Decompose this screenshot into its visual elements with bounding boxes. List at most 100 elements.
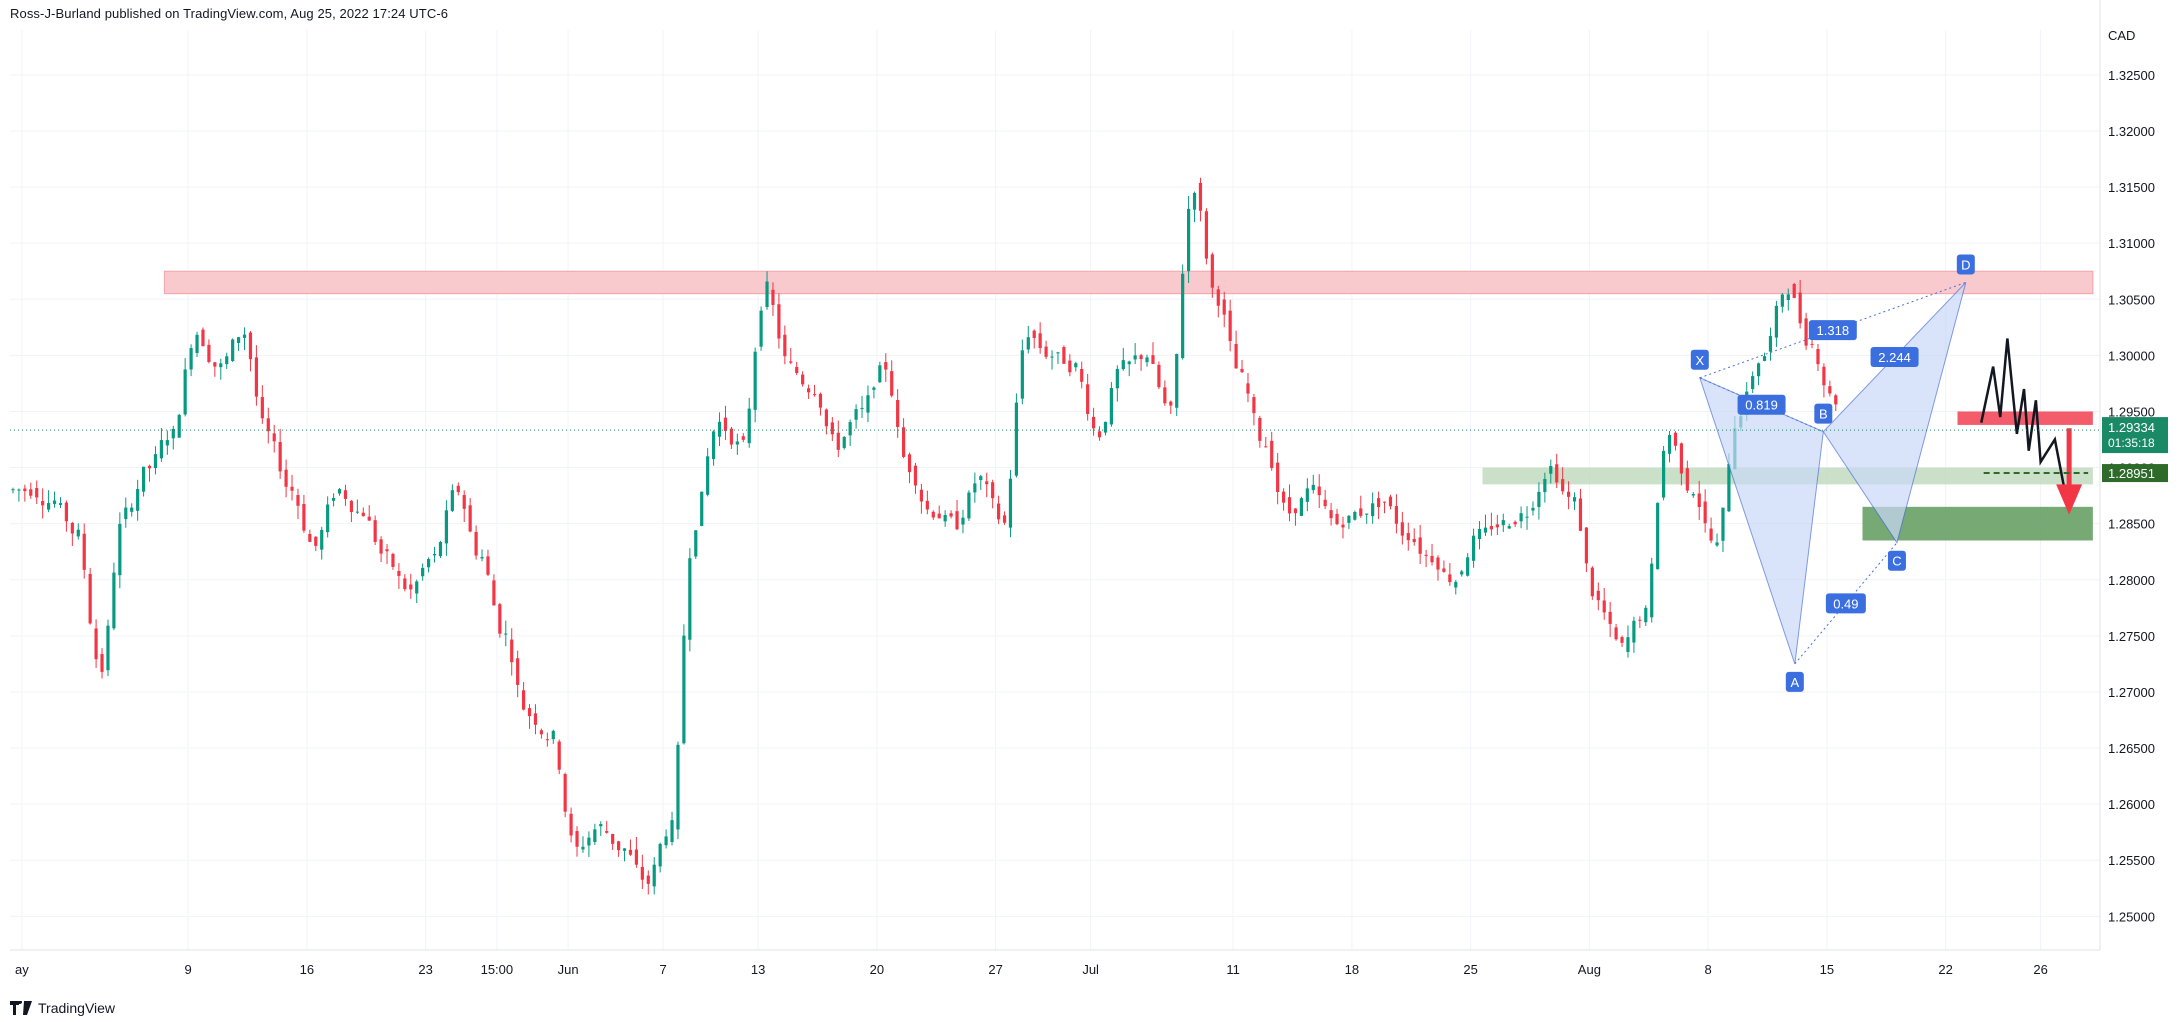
candle-body (1062, 347, 1066, 364)
candle-body (688, 558, 692, 640)
point-label-D-bg (1956, 254, 1975, 275)
candle (266, 407, 270, 444)
candle-body (1014, 402, 1019, 476)
candle (1335, 508, 1339, 526)
candle (1270, 431, 1274, 471)
candle-body (1477, 528, 1482, 540)
candle-body (658, 843, 662, 867)
candle-body (64, 502, 69, 522)
candle (1519, 506, 1523, 529)
candle (1460, 569, 1464, 577)
candle-body (1756, 363, 1761, 377)
candle (1721, 507, 1725, 553)
candle (1157, 361, 1161, 390)
ratio-label-xd-bg (1808, 320, 1857, 341)
candle (836, 420, 840, 458)
y-tick-label: 1.30000 (2108, 348, 2155, 363)
candle (189, 344, 193, 377)
candle-body (1626, 637, 1630, 652)
candle (741, 433, 745, 443)
candle (706, 448, 710, 497)
candle-body (52, 500, 57, 504)
x-tick-label: Aug (1578, 962, 1601, 977)
candle-body (1656, 502, 1660, 570)
point-label-C-bg (1887, 550, 1906, 571)
candle-body (1347, 515, 1351, 523)
candle (937, 505, 941, 519)
candle-body (670, 820, 674, 842)
candle (670, 811, 674, 846)
y-tick-label: 1.32000 (2108, 124, 2155, 139)
candle-body (82, 533, 86, 570)
candle-body (943, 515, 947, 522)
candle (1204, 208, 1209, 265)
candle (1169, 400, 1173, 415)
candle (177, 413, 181, 438)
candle (985, 472, 989, 498)
candle-body (159, 440, 164, 459)
candle-body (1353, 511, 1357, 520)
candle-body (646, 875, 650, 884)
candlestick-series (11, 177, 1838, 895)
candle (931, 510, 935, 520)
candle-body (320, 529, 324, 550)
candle (1228, 299, 1232, 352)
last-price-value: 1.29334 (2108, 420, 2155, 435)
candle-body (1454, 581, 1458, 588)
candle-body (1495, 524, 1499, 528)
candle (1323, 489, 1327, 510)
candle-body (1537, 491, 1541, 508)
candle (1062, 345, 1066, 365)
candle (771, 282, 775, 316)
candle (979, 474, 983, 490)
candle-body (290, 486, 294, 491)
candle-body (1222, 299, 1226, 315)
candle (337, 487, 342, 496)
candle-body (1632, 620, 1636, 643)
candle-body (1139, 355, 1143, 360)
candle-body (967, 492, 971, 519)
candle (913, 462, 918, 494)
candle (1258, 415, 1262, 448)
candle-body (474, 531, 478, 556)
candle (438, 540, 443, 558)
candle-body (533, 713, 538, 725)
candle (1602, 588, 1606, 620)
y-tick-label: 1.25500 (2108, 853, 2155, 868)
candle (700, 491, 704, 527)
candle-body (640, 866, 644, 880)
candle (1353, 510, 1357, 521)
candle-body (498, 604, 502, 634)
candle-body (521, 690, 526, 710)
candle-body (308, 533, 312, 542)
y-tick-label: 1.26000 (2108, 797, 2155, 812)
candle (1109, 382, 1114, 427)
candle-body (23, 488, 27, 492)
candle (1008, 470, 1013, 538)
candle (777, 293, 781, 349)
candle-body (1186, 208, 1191, 272)
candle-body (236, 337, 241, 344)
candle-body (545, 739, 549, 741)
candle (64, 500, 69, 532)
y-tick-label: 1.27000 (2108, 685, 2155, 700)
candle-body (1661, 450, 1666, 498)
candle-body (284, 469, 288, 487)
candle-body (884, 362, 888, 370)
candle-body (302, 504, 306, 531)
candle (1834, 393, 1838, 411)
candle-body (925, 500, 929, 510)
candle (717, 412, 722, 447)
candle-body (1109, 388, 1114, 425)
harmonic-pattern: X A B C D 0.819 1.318 0.49 2.244 (1690, 254, 1975, 692)
candle-body (326, 504, 330, 533)
candle (456, 482, 460, 496)
candle (907, 452, 912, 484)
candle (118, 512, 122, 589)
footer[interactable]: TradingView (10, 1000, 115, 1016)
candle (860, 395, 864, 418)
candle (278, 428, 282, 479)
candle-body (165, 440, 169, 446)
candle-body (1466, 557, 1470, 576)
